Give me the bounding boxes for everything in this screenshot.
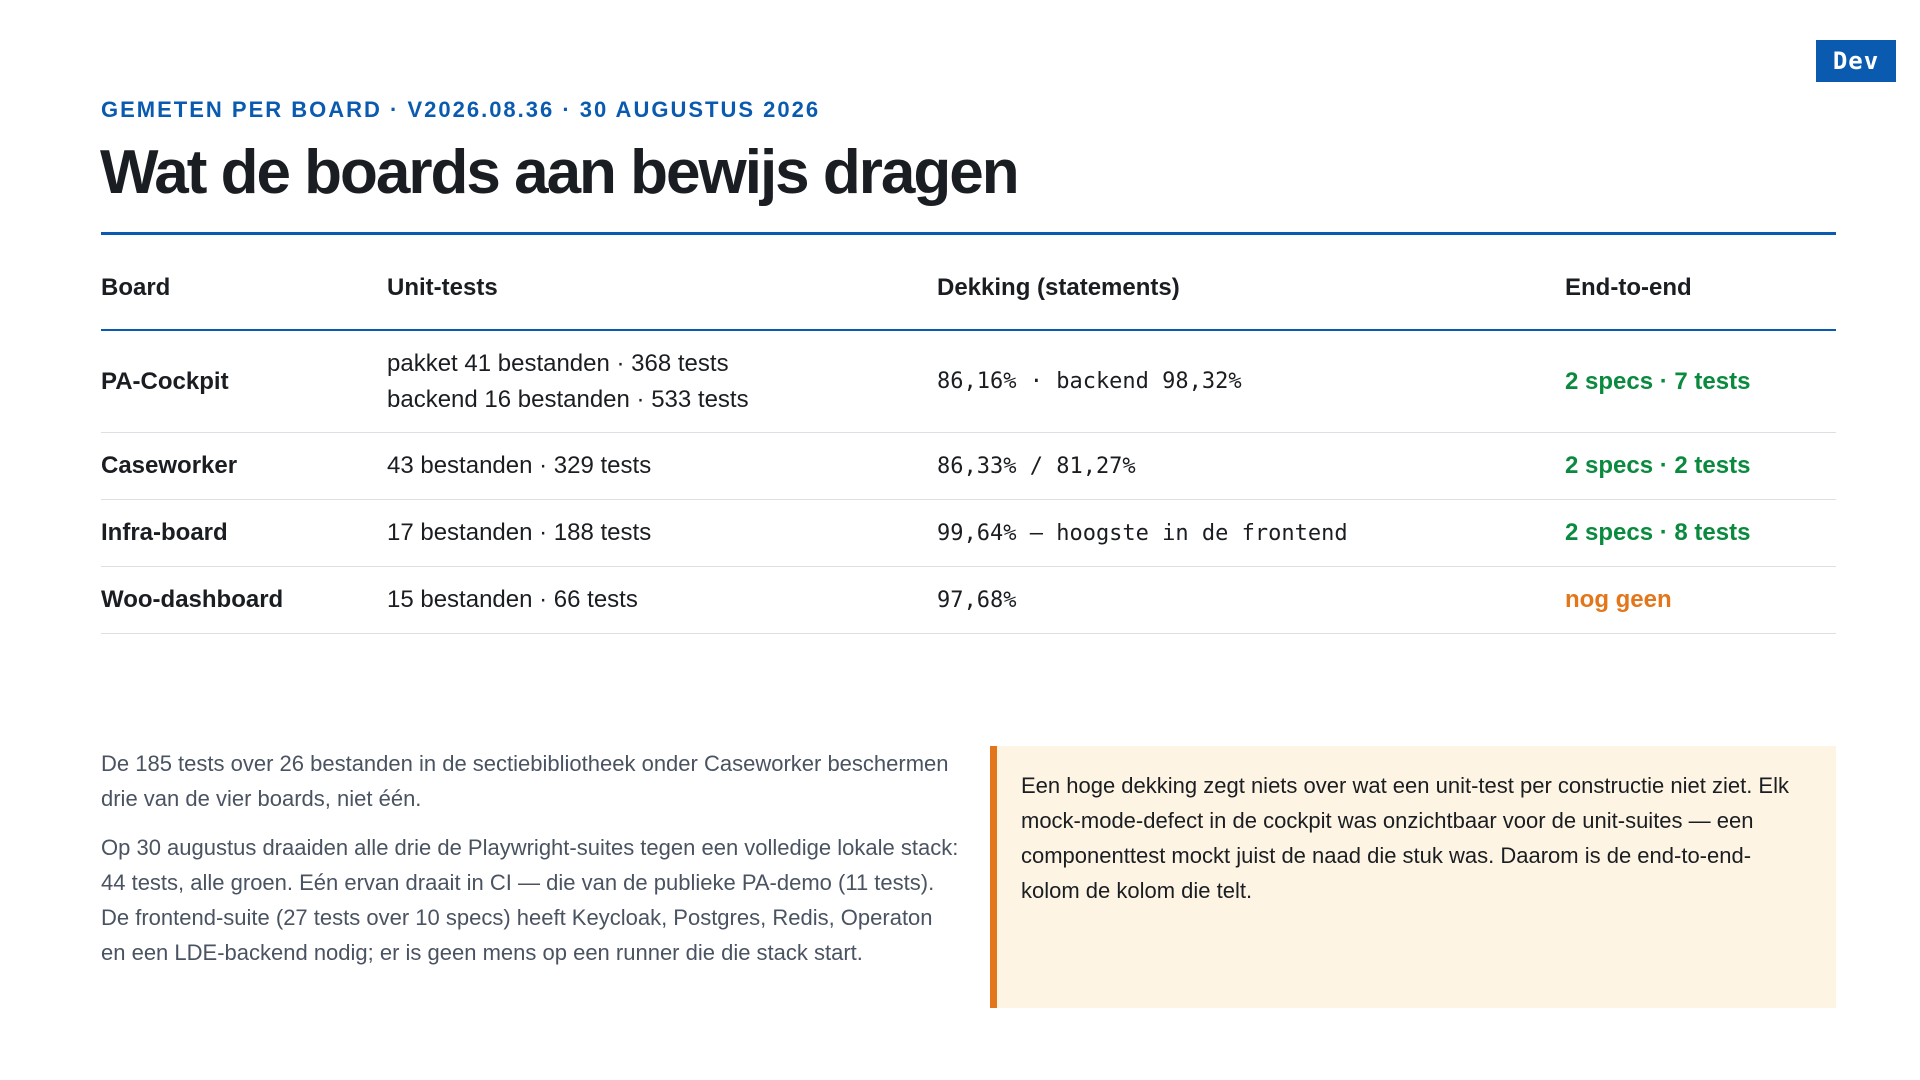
board-name: Infra-board (101, 499, 387, 567)
note-paragraph: Op 30 augustus draaiden alle drie de Pla… (101, 835, 959, 965)
callout-box: Een hoge dekking zegt niets over wat een… (990, 746, 1836, 1008)
coverage-cell: 99,64% — hoogste in de frontend (937, 499, 1565, 567)
table-row: Woo-dashboard 15 bestanden · 66 tests 97… (101, 566, 1836, 634)
table-row: Infra-board 17 bestanden · 188 tests 99,… (101, 499, 1836, 567)
coverage-cell: 86,16% · backend 98,32% (937, 330, 1565, 433)
coverage-cell: 86,33% / 81,27% (937, 432, 1565, 500)
unit-tests-cell: 17 bestanden · 188 tests (387, 499, 937, 567)
board-name: PA-Cockpit (101, 330, 387, 433)
board-name: Caseworker (101, 432, 387, 500)
e2e-cell: nog geen (1565, 566, 1836, 634)
e2e-cell: 2 specs · 8 tests (1565, 499, 1836, 567)
page-eyebrow: Gemeten per board · v2026.08.36 · 30 aug… (101, 97, 821, 122)
note-paragraph: De 185 tests over 26 bestanden in de sec… (101, 751, 949, 811)
table-header-row: Board Unit-tests Dekking (statements) En… (101, 262, 1836, 331)
table-row: Caseworker 43 bestanden · 329 tests 86,3… (101, 432, 1836, 500)
column-header-end-to-end: End-to-end (1565, 262, 1836, 331)
environment-badge: Dev (1816, 40, 1896, 82)
notes-text: De 185 tests over 26 bestanden in de sec… (101, 746, 961, 984)
e2e-cell: 2 specs · 2 tests (1565, 432, 1836, 500)
table-row: PA-Cockpit pakket 41 bestanden · 368 tes… (101, 330, 1836, 433)
coverage-cell: 97,68% (937, 566, 1565, 634)
e2e-cell: 2 specs · 7 tests (1565, 330, 1836, 433)
unit-tests-line: backend 16 bestanden · 533 tests (387, 385, 749, 413)
column-header-unit-tests: Unit-tests (387, 262, 937, 331)
board-name: Woo-dashboard (101, 566, 387, 634)
page-title: Wat de boards aan bewijs dragen (100, 138, 1020, 207)
unit-tests-cell: 15 bestanden · 66 tests (387, 566, 937, 634)
unit-tests-line: pakket 41 bestanden · 368 tests (387, 349, 729, 377)
column-header-coverage: Dekking (statements) (937, 262, 1565, 331)
column-header-board: Board (101, 262, 387, 331)
unit-tests-cell: pakket 41 bestanden · 368 tests backend … (387, 330, 937, 433)
boards-table: Board Unit-tests Dekking (statements) En… (101, 262, 1836, 634)
title-divider (101, 232, 1836, 235)
unit-tests-cell: 43 bestanden · 329 tests (387, 432, 937, 500)
